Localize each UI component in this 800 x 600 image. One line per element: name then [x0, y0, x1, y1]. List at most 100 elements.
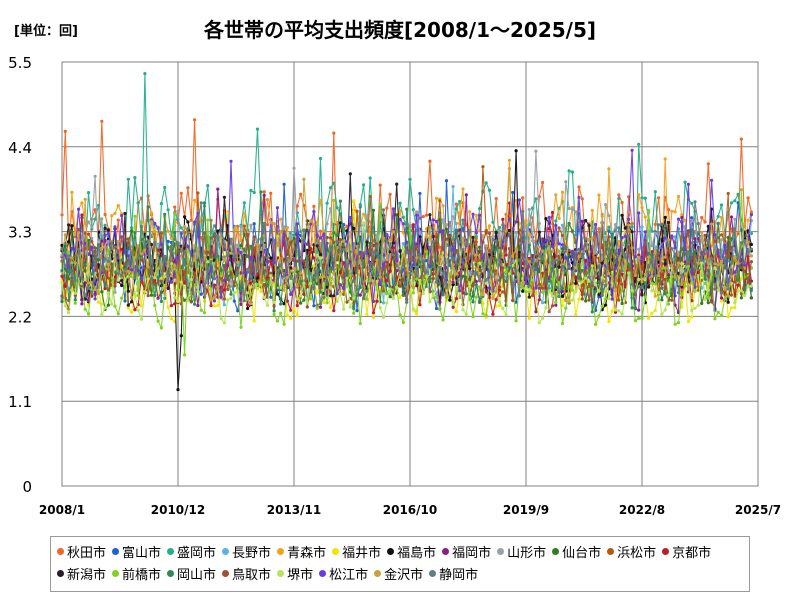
data-point — [464, 243, 468, 247]
data-point — [285, 252, 289, 256]
data-point — [494, 197, 498, 201]
data-point — [484, 181, 488, 185]
data-point — [183, 225, 187, 229]
data-point — [484, 313, 488, 318]
data-point — [332, 271, 336, 275]
data-point — [617, 196, 621, 201]
data-point — [415, 277, 419, 281]
data-point — [653, 282, 657, 286]
data-point — [295, 274, 299, 278]
data-point — [100, 271, 104, 275]
data-point — [534, 286, 538, 290]
data-point — [60, 294, 64, 298]
data-point — [219, 317, 223, 321]
data-point — [444, 237, 449, 241]
data-point — [325, 301, 329, 305]
data-point — [676, 271, 681, 275]
data-point — [564, 306, 568, 310]
data-point — [686, 182, 691, 186]
data-point — [623, 266, 628, 271]
data-point — [289, 266, 293, 270]
data-point — [481, 312, 485, 316]
data-point — [660, 298, 664, 302]
data-point — [123, 278, 127, 282]
data-point — [342, 292, 346, 296]
data-point — [451, 237, 455, 241]
data-point — [454, 272, 458, 276]
data-point — [501, 255, 505, 259]
data-point — [710, 178, 714, 182]
data-point — [262, 271, 266, 275]
legend-label: 松江市 — [329, 567, 369, 583]
data-point — [584, 237, 588, 241]
data-point — [381, 236, 386, 240]
chart-title: 各世帯の平均支出頻度[2008/1～2025/5] — [203, 18, 597, 42]
data-point — [597, 193, 601, 197]
data-point — [179, 226, 183, 230]
data-point — [428, 300, 432, 304]
data-point — [106, 248, 110, 252]
data-point — [693, 275, 697, 279]
data-point — [183, 270, 187, 274]
data-point — [739, 241, 744, 245]
unit-label: [単位：回] — [14, 24, 78, 39]
data-point — [73, 298, 77, 302]
data-point — [146, 294, 150, 298]
data-point — [650, 244, 654, 248]
data-point — [468, 267, 472, 271]
data-point — [305, 305, 309, 309]
data-point — [368, 265, 372, 269]
data-point — [345, 224, 349, 228]
data-point — [686, 264, 691, 269]
legend-item: 静岡市 — [429, 564, 478, 583]
data-point — [401, 261, 405, 265]
data-point — [269, 256, 273, 260]
data-point — [96, 258, 101, 262]
data-point — [623, 255, 628, 259]
data-point — [388, 295, 392, 299]
data-point — [494, 290, 498, 294]
data-point — [690, 228, 694, 232]
data-point — [262, 193, 266, 197]
data-point — [550, 277, 555, 281]
legend-item: 岡山市 — [167, 564, 216, 583]
legend-marker-icon — [167, 547, 175, 555]
data-point — [153, 293, 157, 298]
data-point — [719, 215, 724, 219]
data-point — [733, 255, 737, 259]
data-point — [130, 245, 134, 249]
data-point — [401, 242, 405, 246]
data-point — [232, 254, 236, 258]
data-point — [259, 289, 263, 293]
data-point — [186, 226, 190, 230]
data-point — [146, 277, 150, 281]
data-point — [328, 236, 333, 240]
data-point — [600, 276, 604, 280]
data-point — [484, 281, 488, 285]
data-point — [640, 267, 644, 271]
data-point — [345, 239, 349, 244]
data-point — [375, 279, 379, 283]
data-point — [318, 198, 323, 202]
data-point — [693, 200, 697, 204]
data-point — [265, 259, 270, 264]
data-point — [451, 247, 455, 251]
data-point — [733, 280, 737, 284]
data-point — [504, 270, 508, 274]
data-point — [249, 274, 253, 279]
data-point — [637, 308, 641, 312]
data-point — [560, 253, 565, 257]
data-point — [159, 260, 163, 264]
data-point — [388, 269, 392, 273]
data-point — [239, 288, 243, 292]
data-point — [461, 274, 465, 278]
data-point — [371, 299, 376, 303]
data-point — [653, 245, 657, 249]
data-point — [371, 311, 376, 315]
data-point — [594, 255, 598, 260]
data-point — [249, 281, 253, 285]
legend-item: 盛岡市 — [167, 542, 216, 561]
data-point — [660, 312, 664, 316]
data-point — [116, 204, 120, 208]
data-point — [504, 279, 508, 283]
